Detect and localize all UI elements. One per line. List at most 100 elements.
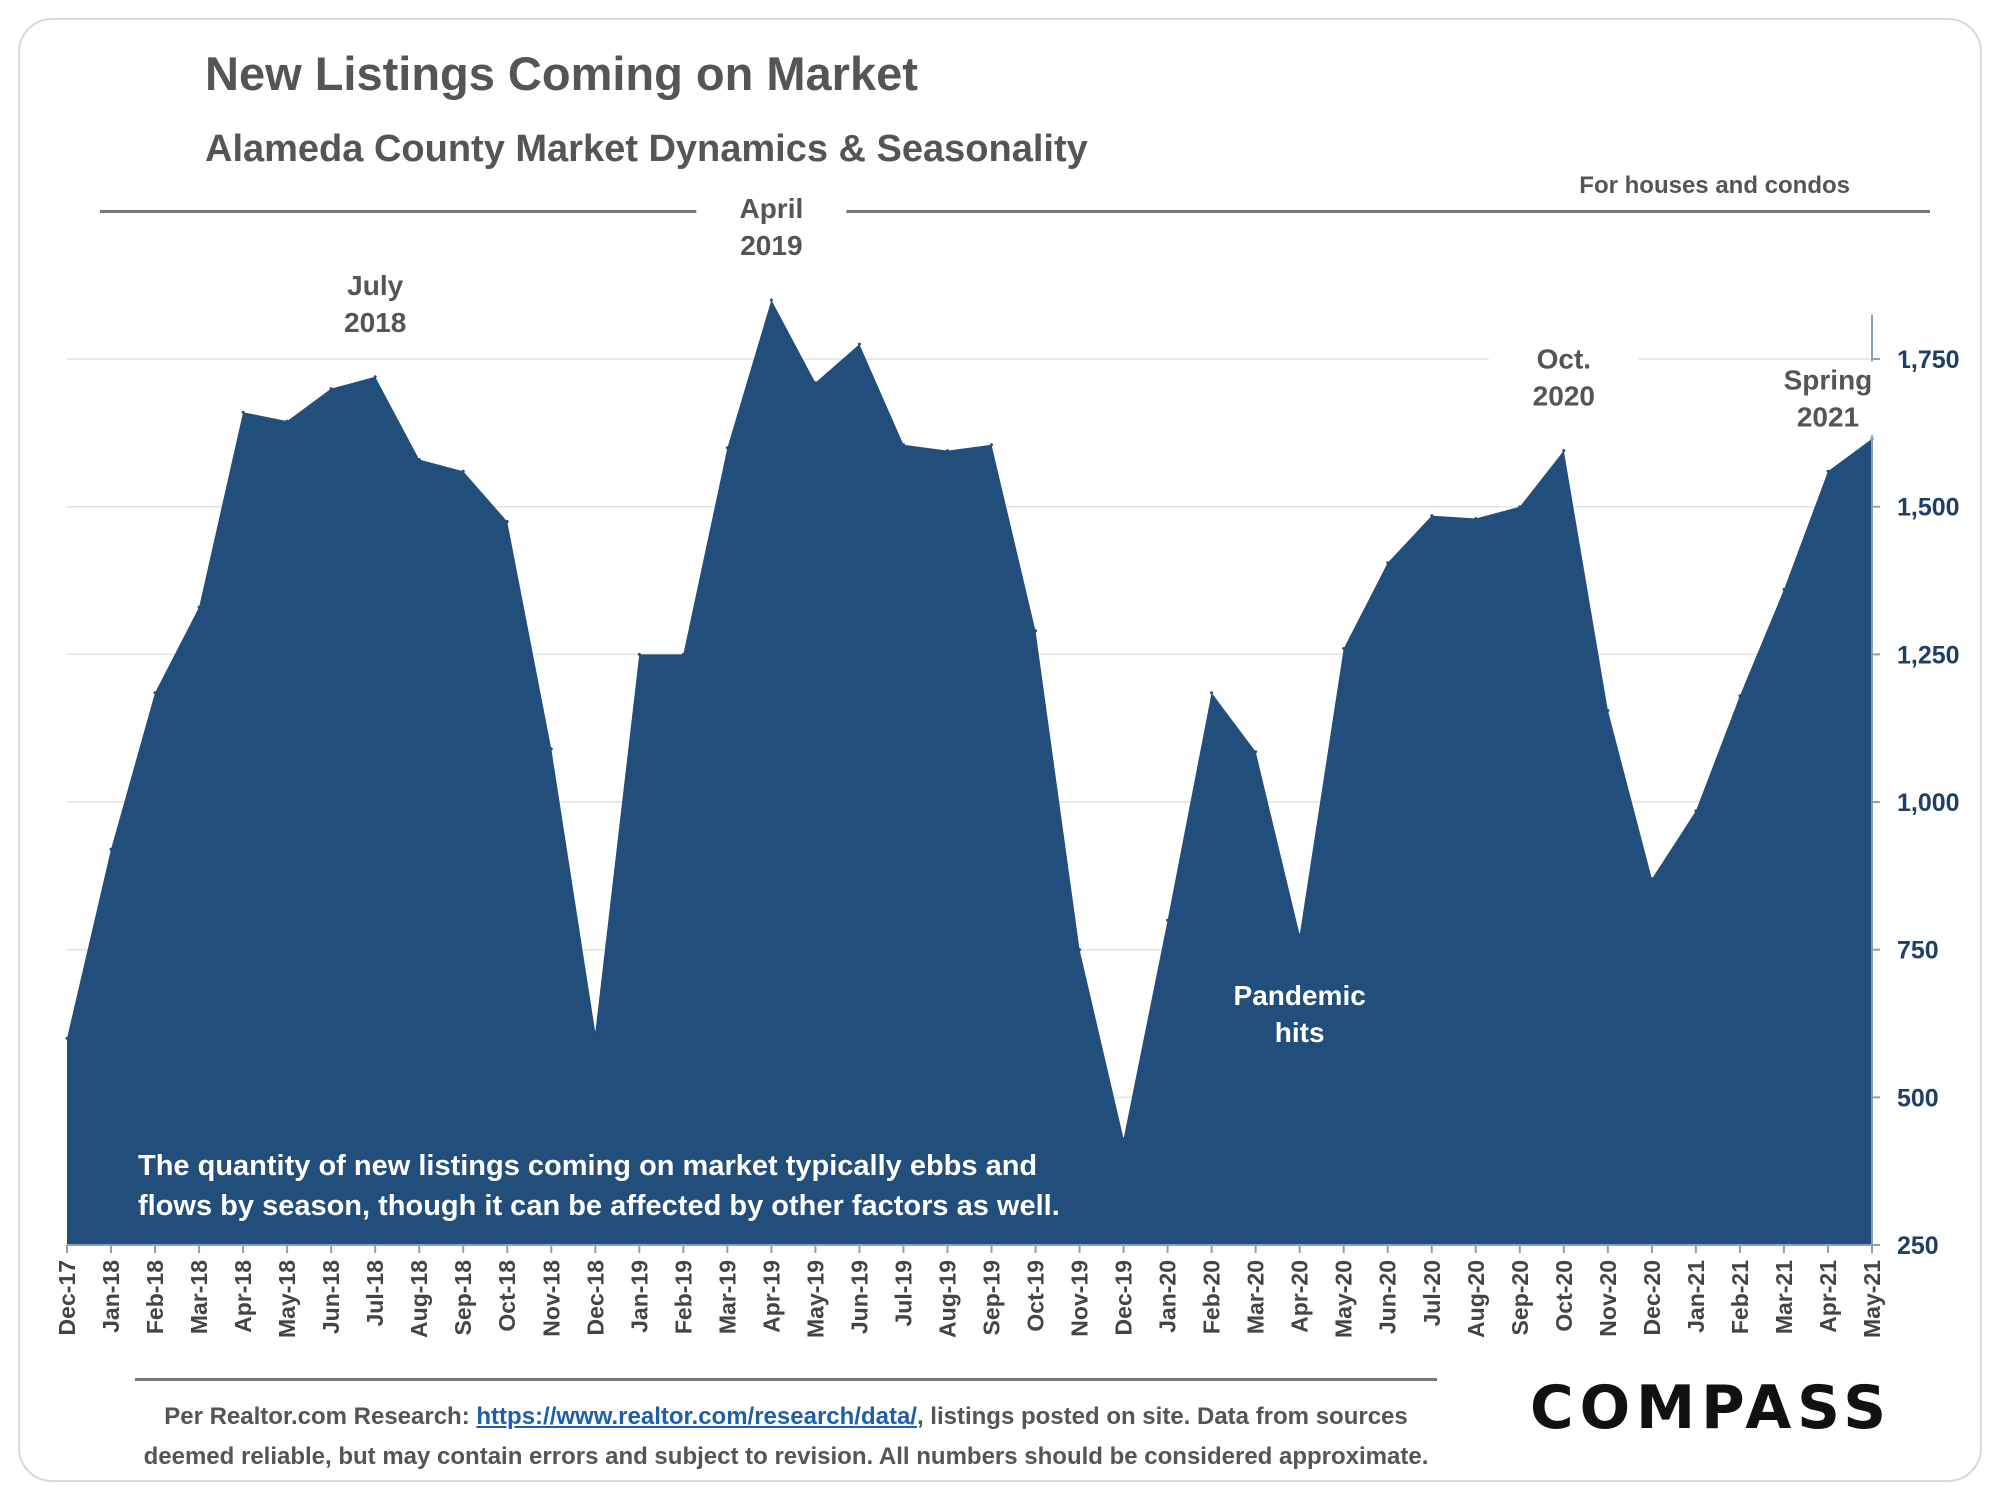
svg-text:COMPASS: COMPASS [1530,1373,1892,1442]
data-point-May-19 [813,381,817,385]
data-point-Feb-19 [681,652,685,656]
footnote-line-2: deemed reliable, but may contain errors … [143,1443,1429,1470]
data-point-Apr-20 [1298,933,1302,937]
x-tick-label: Jan-18 [98,1260,124,1333]
data-point-Sep-20 [1518,505,1522,509]
data-point-Nov-18 [549,747,553,751]
data-point-Jan-18 [109,847,113,851]
data-point-Jun-20 [1386,561,1390,565]
x-tick-label: Jan-20 [1155,1260,1181,1333]
x-tick-label: Jun-18 [318,1260,344,1334]
x-tick-label: Aug-20 [1463,1260,1489,1338]
x-tick-label: Jul-19 [890,1260,916,1326]
footer-divider [135,1378,1437,1381]
peak-annotation: 2021 [1797,401,1859,432]
data-point-Nov-20 [1606,709,1610,712]
data-point-Mar-20 [1254,750,1258,754]
peak-annotation: 2018 [344,307,406,338]
x-tick-label: May-20 [1331,1260,1357,1338]
data-point-Dec-19 [1122,1137,1126,1141]
pandemic-annotation: hits [1275,1017,1325,1048]
data-point-May-20 [1342,647,1346,650]
x-tick-label: Dec-20 [1639,1260,1665,1335]
data-point-Aug-20 [1474,517,1478,520]
x-tick-label: Dec-17 [54,1260,80,1335]
source-suffix: , listings posted on site. Data from sou… [916,1403,1408,1430]
data-point-Aug-18 [417,458,421,461]
data-point-Mar-18 [197,605,201,609]
data-point-Jun-18 [329,387,333,391]
x-tick-label: Mar-21 [1771,1260,1797,1334]
x-tick-label: Apr-19 [758,1260,784,1333]
scope-note: For houses and condos [1579,172,1850,199]
x-tick-label: Apr-18 [230,1260,256,1333]
y-tick-label: 1,750 [1897,346,1960,374]
x-tick-label: Jul-20 [1419,1260,1445,1326]
annotation-background [1752,361,1903,436]
x-tick-label: Nov-18 [538,1260,564,1337]
peak-annotation: April [739,193,803,224]
x-tick-label: Feb-18 [142,1260,168,1334]
y-tick-label: 250 [1897,1232,1939,1260]
data-point-Apr-18 [241,410,245,414]
x-tick-label: Jun-20 [1375,1260,1401,1334]
x-tick-label: Nov-20 [1595,1260,1621,1337]
y-tick-label: 1,250 [1897,641,1960,669]
data-point-Sep-19 [990,443,993,447]
pandemic-annotation: Pandemic [1234,980,1366,1011]
x-tick-label: Jun-19 [846,1260,872,1334]
callout-text: flows by season, though it can be affect… [138,1190,1060,1222]
data-point-Apr-21 [1826,469,1830,473]
x-tick-label: May-21 [1859,1260,1885,1338]
x-tick-label: Oct-19 [1023,1260,1049,1332]
data-point-Aug-19 [946,449,949,453]
peak-annotation: 2019 [740,230,802,261]
y-tick-label: 1,000 [1897,789,1960,817]
data-point-Feb-21 [1738,694,1742,698]
data-point-Dec-18 [593,1030,597,1034]
data-point-Jan-20 [1166,918,1170,922]
x-tick-label: May-18 [274,1260,300,1338]
callout-text: The quantity of new listings coming on m… [138,1150,1037,1182]
header-divider [100,210,1930,213]
x-tick-label: Aug-19 [934,1260,960,1338]
x-tick-label: Dec-18 [582,1260,608,1336]
data-point-Sep-18 [461,469,465,473]
data-point-Mar-21 [1782,587,1786,591]
x-tick-label: Nov-19 [1067,1260,1093,1337]
source-footnote: Per Realtor.com Research: https://www.re… [128,1397,1444,1477]
annotation-background [300,266,451,341]
source-link[interactable]: https://www.realtor.com/research/data/ [476,1403,917,1430]
x-tick-label: Feb-21 [1727,1260,1753,1334]
data-point-Feb-20 [1210,691,1214,695]
data-point-Jan-21 [1694,809,1698,813]
data-point-Oct-20 [1562,449,1566,453]
x-tick-label: Sep-20 [1507,1260,1533,1335]
x-tick-label: Jul-18 [362,1260,388,1327]
data-point-Nov-19 [1078,948,1082,952]
x-tick-label: Oct-20 [1551,1260,1577,1332]
listings-area [67,300,1872,1245]
data-point-Oct-18 [505,520,509,523]
x-tick-label: Apr-20 [1287,1260,1313,1333]
data-point-Jul-19 [902,443,905,447]
chart-subtitle: Alameda County Market Dynamics & Seasona… [205,128,1088,170]
x-tick-label: Feb-19 [670,1260,696,1334]
y-tick-label: 1,500 [1897,494,1960,522]
x-tick-label: Aug-18 [406,1260,432,1338]
x-tick-label: Mar-18 [186,1260,212,1334]
data-point-Jul-18 [373,375,377,379]
x-tick-label: Apr-21 [1815,1260,1841,1333]
data-point-Jun-19 [857,342,861,346]
peak-annotation: Spring [1784,364,1873,395]
data-point-Apr-19 [769,298,773,302]
x-tick-label: Jan-19 [626,1260,652,1333]
x-tick-label: Sep-19 [979,1260,1005,1335]
footnote-line-1: Per Realtor.com Research: https://www.re… [128,1397,1444,1437]
data-point-Oct-19 [1034,629,1037,633]
x-tick-label: Sep-18 [450,1260,476,1336]
x-tick-label: Mar-19 [714,1260,740,1334]
source-prefix: Per Realtor.com Research: [164,1403,470,1430]
y-tick-label: 500 [1897,1084,1939,1112]
